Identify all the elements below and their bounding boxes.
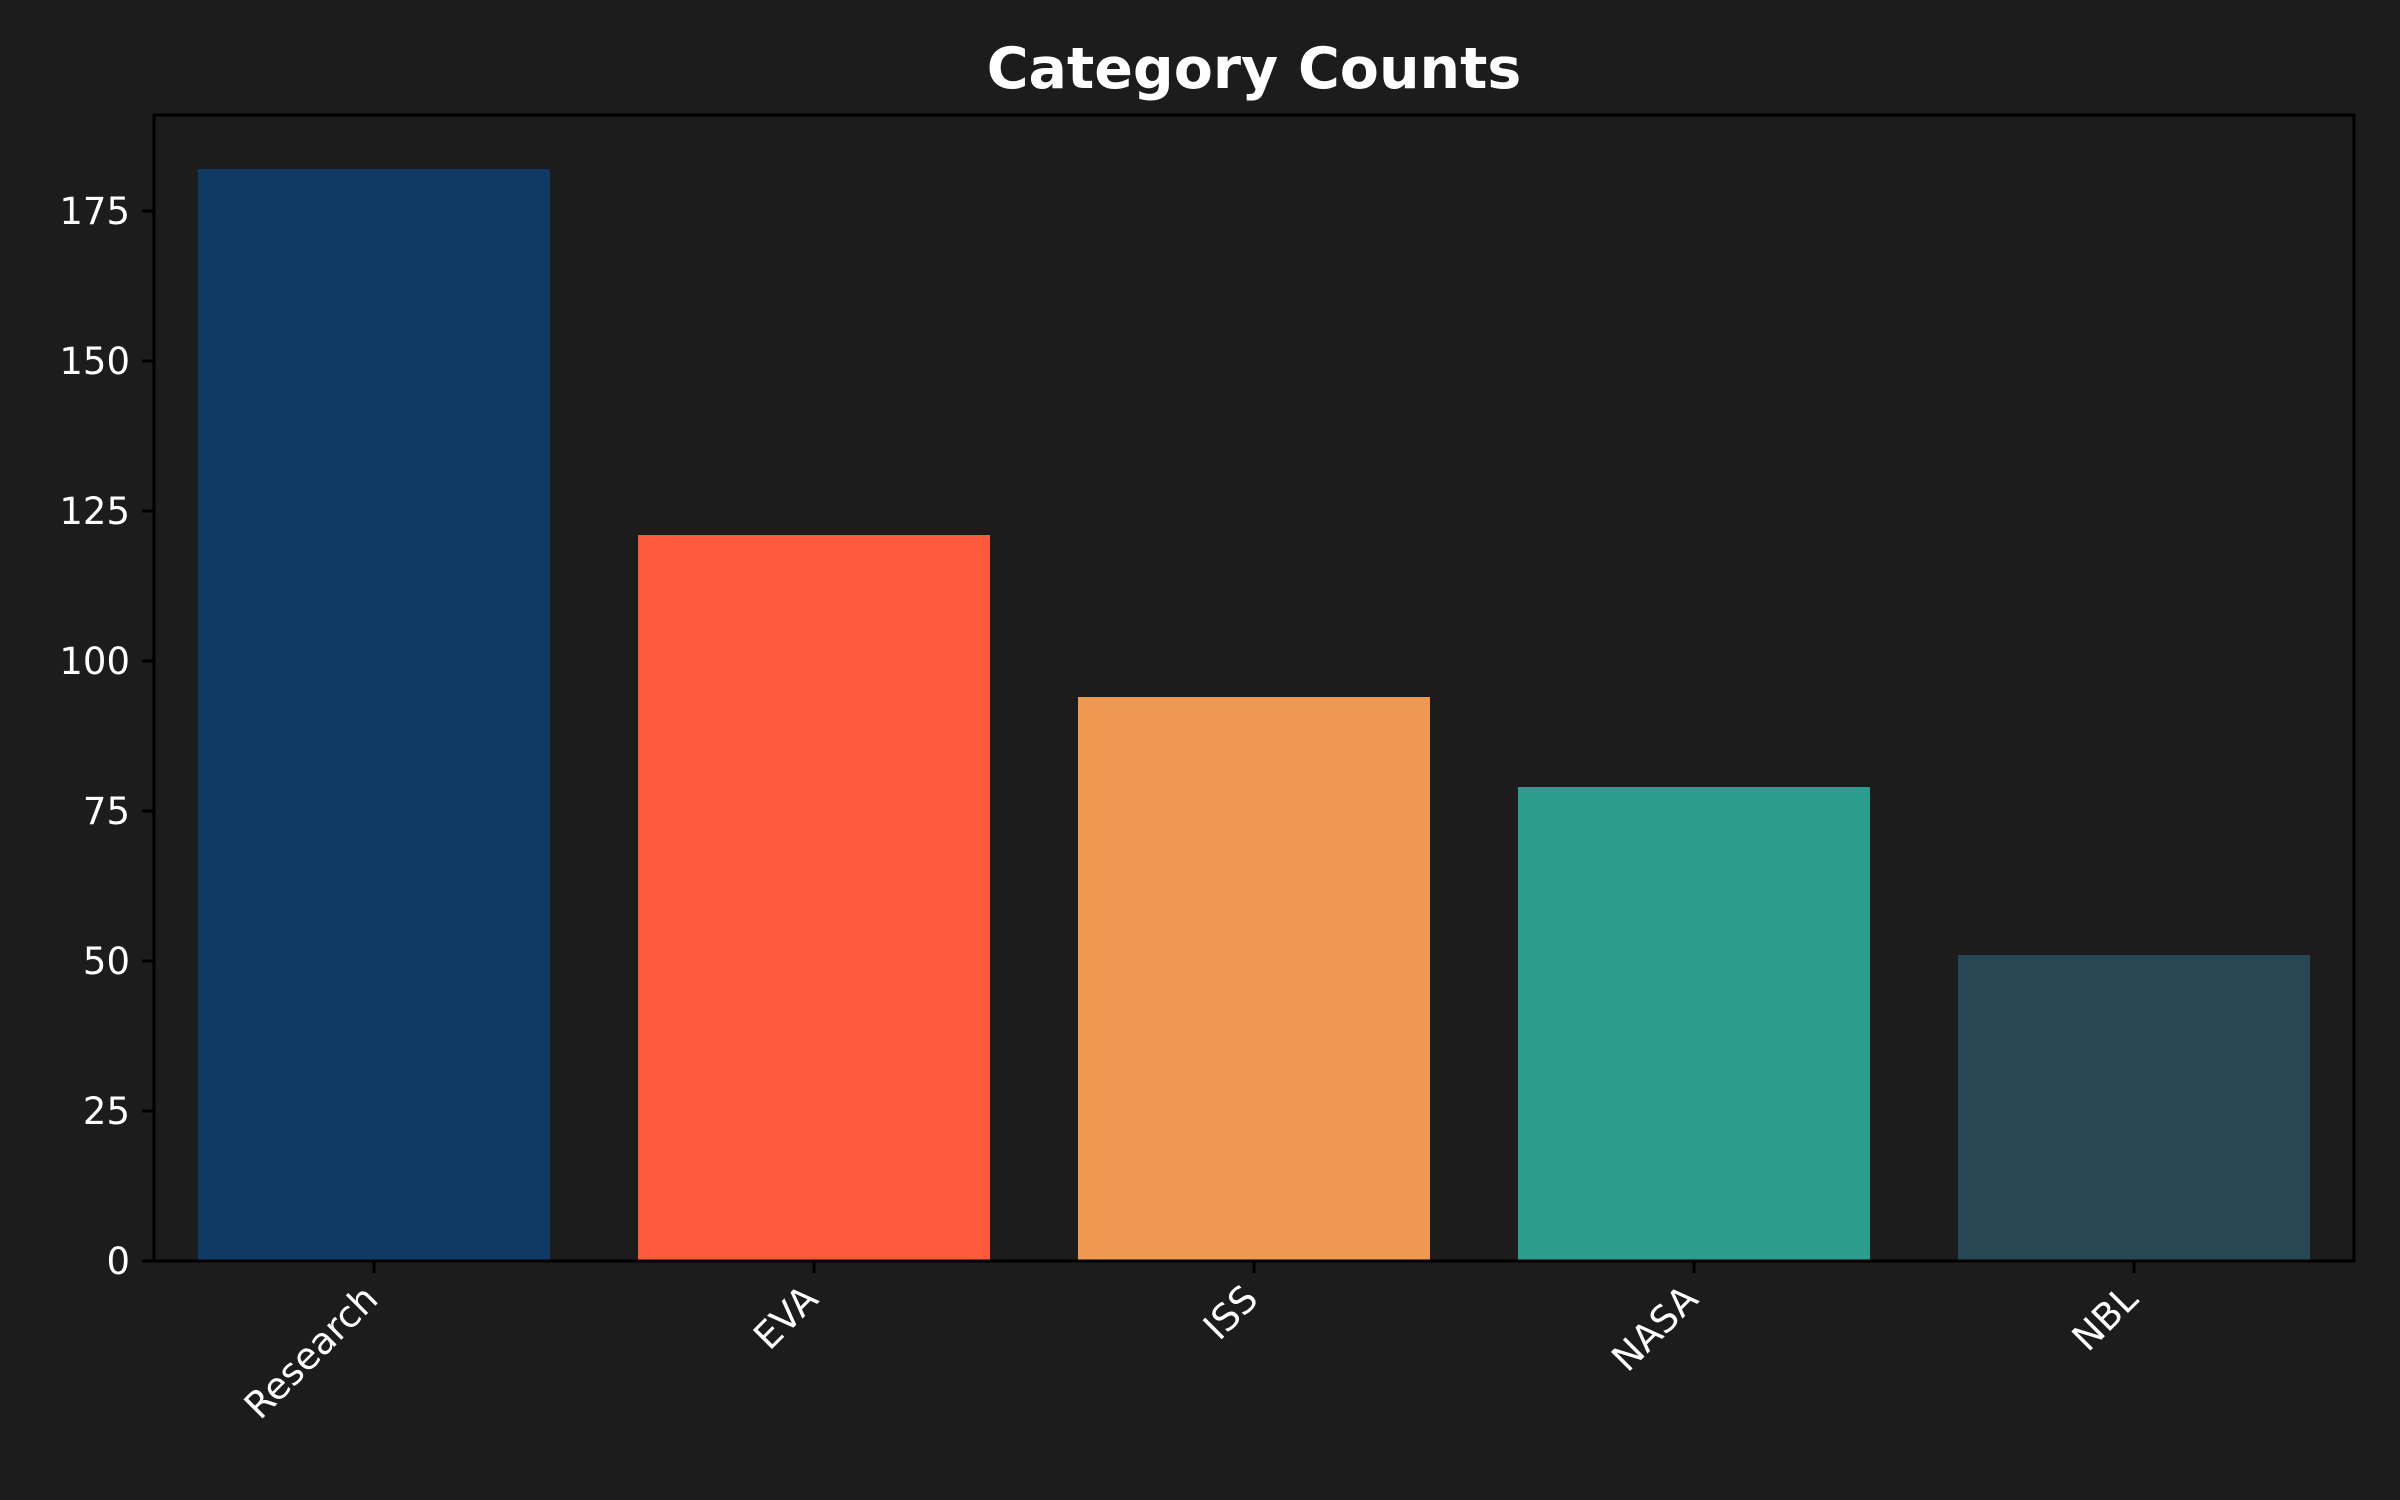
bar-research bbox=[198, 169, 550, 1261]
y-tick-label: 25 bbox=[83, 1090, 130, 1133]
y-tick-label: 75 bbox=[83, 790, 130, 833]
y-tick-label: 175 bbox=[59, 190, 130, 233]
chart-title: Category Counts bbox=[987, 36, 1522, 102]
y-tick-label: 50 bbox=[83, 940, 130, 983]
y-tick-label: 100 bbox=[59, 640, 130, 683]
bar-nasa bbox=[1518, 787, 1870, 1261]
y-tick-label: 150 bbox=[59, 340, 130, 383]
y-tick-label: 0 bbox=[106, 1240, 130, 1283]
bar-iss bbox=[1078, 697, 1430, 1261]
bar-nbl bbox=[1958, 955, 2310, 1261]
y-tick-label: 125 bbox=[59, 490, 130, 533]
bar-eva bbox=[638, 535, 990, 1261]
